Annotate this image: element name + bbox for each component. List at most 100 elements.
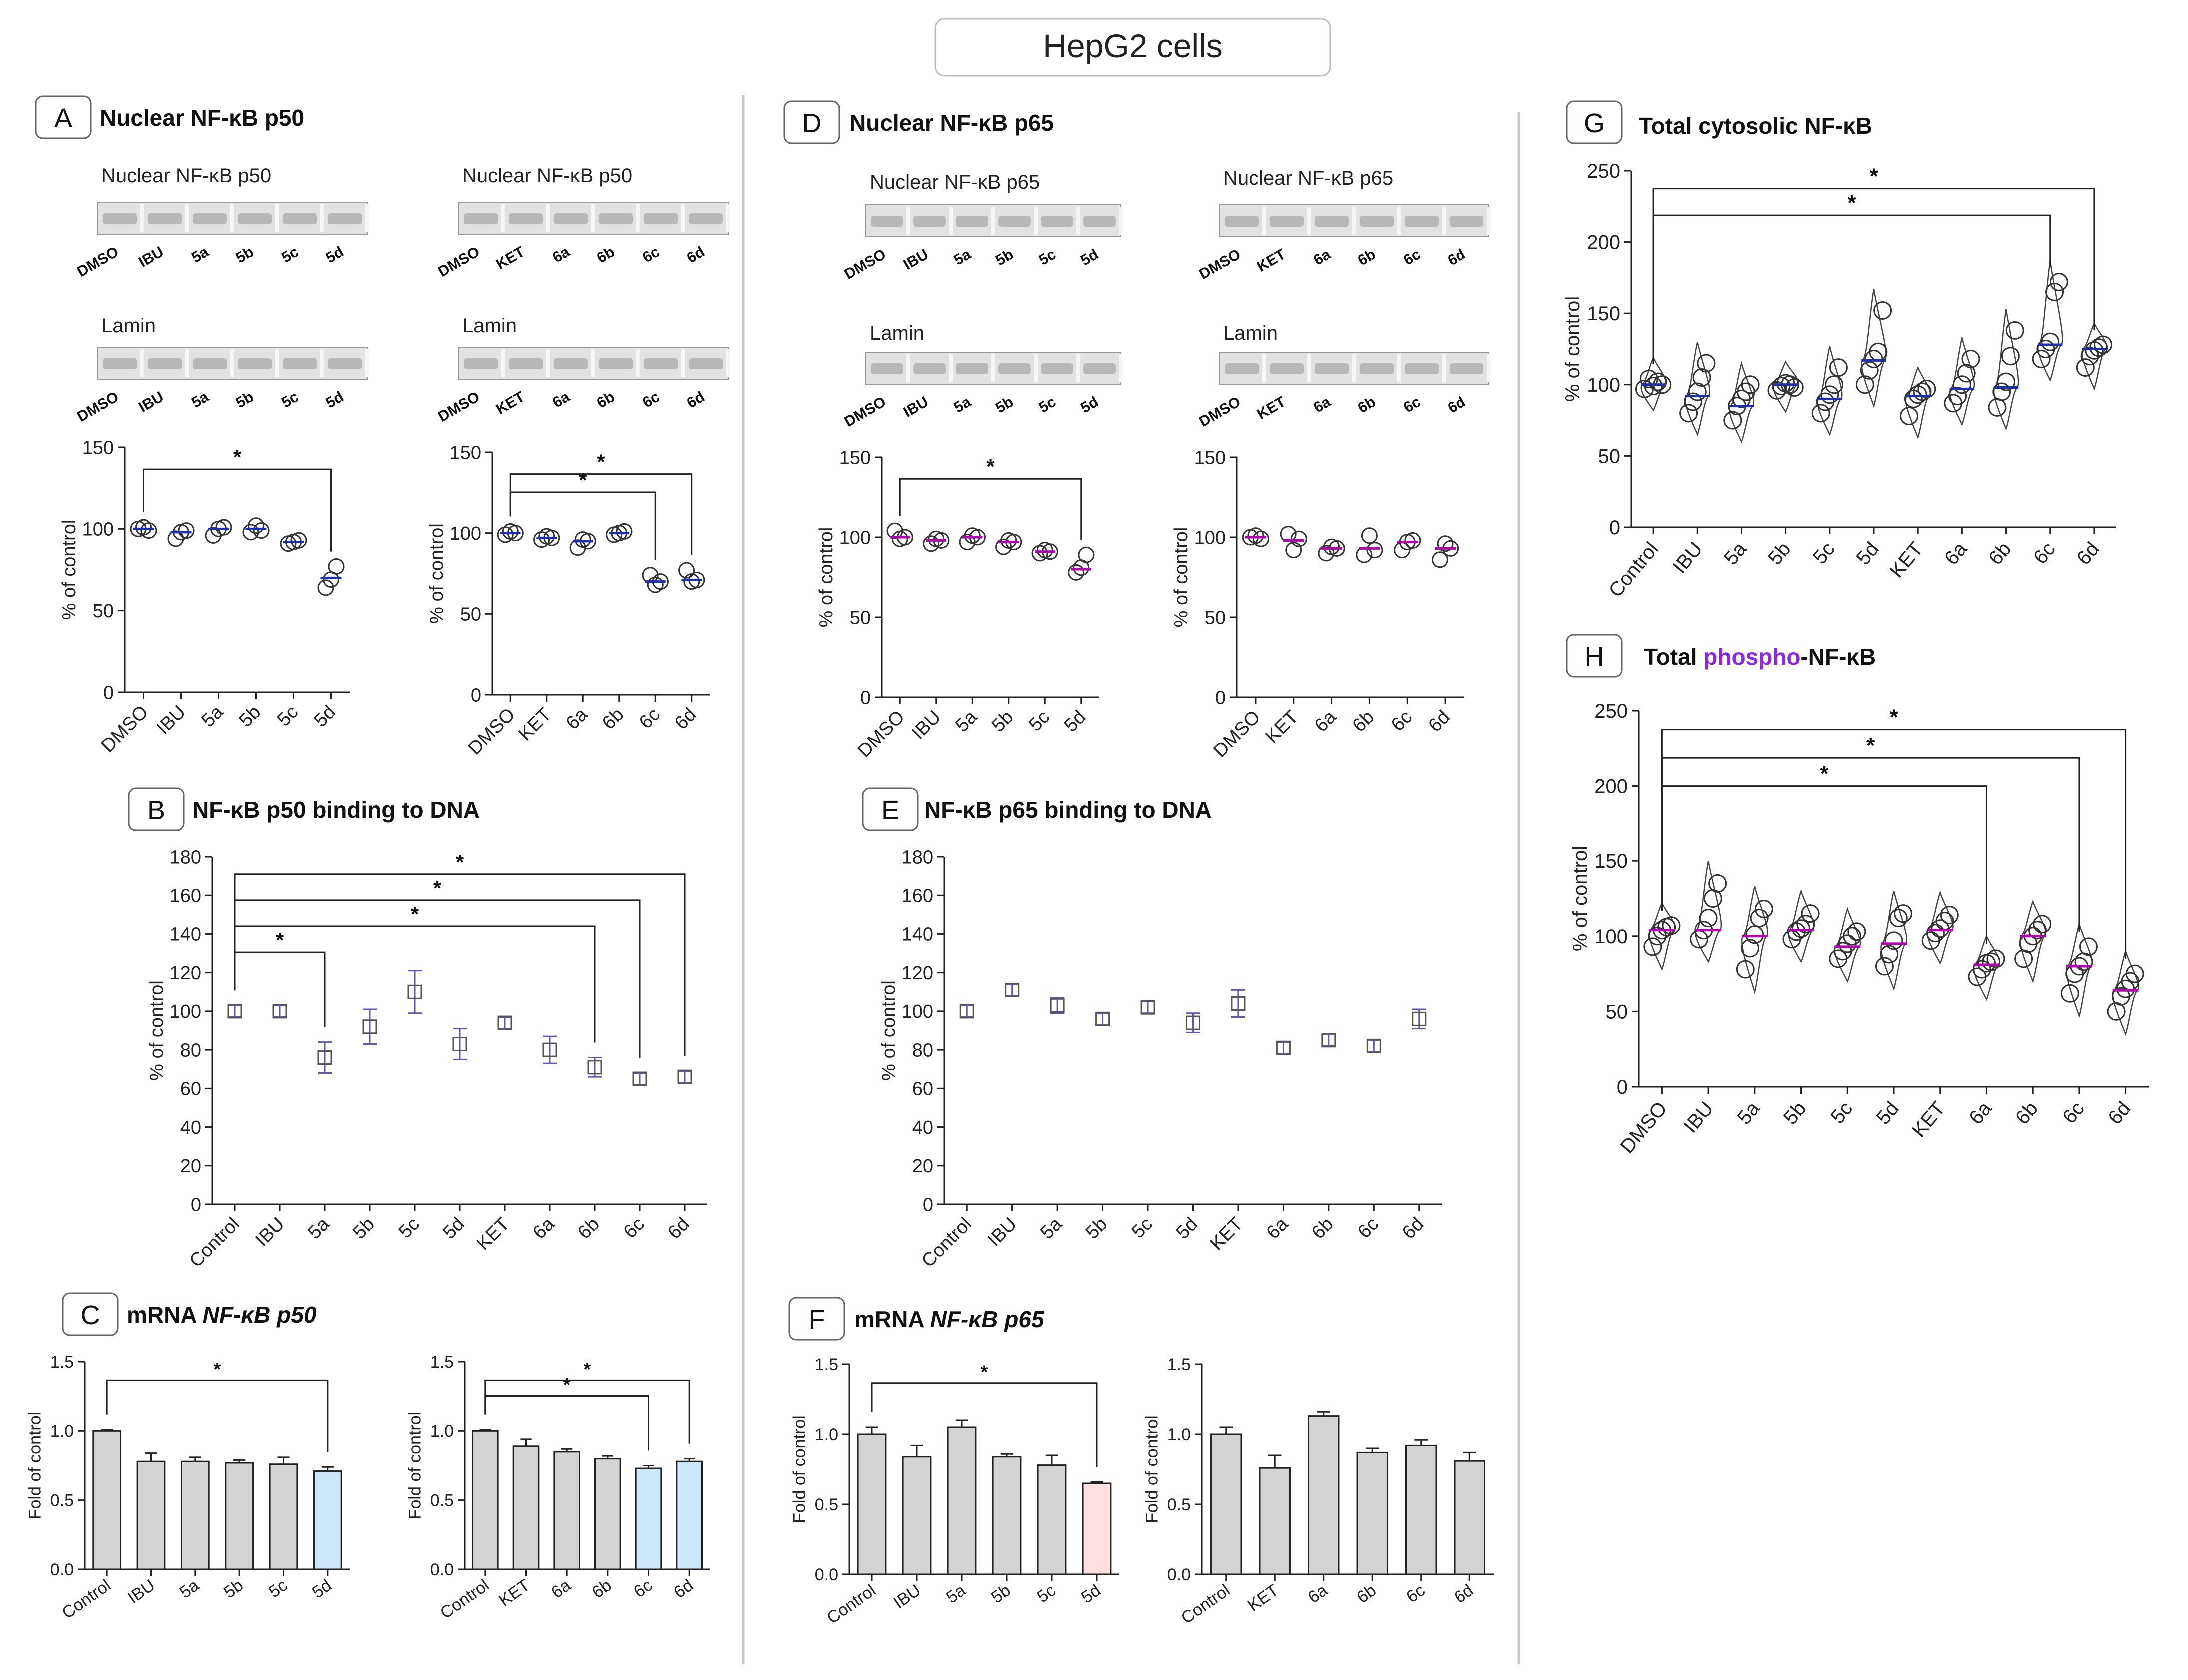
x-tick-label: 6a (529, 1213, 559, 1243)
y-tick-label: 50 (460, 604, 481, 625)
y-tick-label: 180 (170, 847, 201, 868)
data-point (2001, 347, 2020, 366)
x-tick-label: 6c (1354, 1213, 1383, 1242)
blot-lane-label: 6c (640, 243, 662, 266)
data-point (2049, 272, 2068, 291)
data-point (1785, 378, 1804, 397)
data-point (1917, 379, 1936, 398)
x-tick-label: DMSO (854, 706, 909, 761)
significance-star: * (433, 876, 442, 900)
mean-marker (1231, 996, 1246, 1011)
data-point (178, 522, 195, 539)
blot-band (192, 358, 227, 369)
x-tick-label: 6d (1451, 1581, 1477, 1607)
significance-star: * (1847, 191, 1856, 215)
bar (180, 1460, 210, 1570)
data-point (2060, 984, 2079, 1003)
chart-C1: 0.0 0.5 1.0 1.5 Fold of control Control IBU 5a 5… (26, 1353, 350, 1623)
y-axis-label: % of control (59, 520, 80, 620)
blot-lane-label: DMSO (842, 246, 889, 283)
x-tick-label: 6b (589, 1576, 615, 1602)
x-tick-label: KET (1206, 1213, 1247, 1254)
y-axis-label: Fold of control (1143, 1415, 1162, 1523)
data-point (1366, 542, 1383, 559)
bar (947, 1426, 977, 1575)
y-tick-label: 0 (860, 687, 871, 708)
data-point (1772, 377, 1791, 396)
significance-star: * (1889, 705, 1898, 730)
data-point (647, 576, 664, 593)
mean-marker (1366, 1038, 1381, 1053)
data-point (1873, 301, 1892, 320)
bar (992, 1456, 1022, 1575)
data-point (2005, 321, 2024, 340)
mean-marker (542, 1042, 557, 1057)
significance-bracket (509, 473, 693, 556)
data-point (1997, 372, 2016, 391)
data-point (2041, 332, 2060, 351)
y-tick-label: 0 (471, 685, 481, 706)
panel-b-title: NF-κB p50 binding to DNA (192, 797, 480, 823)
y-tick-label: 250 (1594, 700, 1628, 722)
blot-title: Nuclear NF-κB p65 (1223, 167, 1393, 189)
panel-b-header: B NF-κB p50 binding to DNA (128, 787, 480, 831)
data-point (1643, 937, 1662, 956)
y-tick-label: 100 (82, 519, 114, 540)
x-tick-label: 6d (2072, 538, 2103, 569)
x-tick-label: 5c (395, 1213, 424, 1242)
blot-lane-label: 6c (1401, 246, 1423, 268)
blot-band (1449, 216, 1484, 227)
panel-h-title: Total phospho-NF-κB (1644, 644, 1876, 670)
x-tick-label: KET (495, 1576, 533, 1610)
blot-lane-label: DMSO (1196, 393, 1243, 430)
mean-marker (1276, 1040, 1291, 1055)
y-tick-label: 0.5 (1167, 1495, 1191, 1514)
blot-lane-label: 6c (1401, 393, 1423, 416)
x-tick-label: 6a (1965, 1097, 1996, 1129)
significance-star: * (579, 468, 587, 492)
significance-star: * (981, 1361, 988, 1382)
data-point (2089, 338, 2108, 357)
x-tick-label: KET (1244, 1581, 1282, 1615)
y-axis-label: % of control (1562, 296, 1584, 402)
x-tick-label: Control (185, 1213, 243, 1271)
data-point (1662, 916, 1681, 935)
x-tick-label: 6b (574, 1213, 604, 1243)
x-tick-label: IBU (908, 706, 945, 744)
data-point (1855, 375, 1874, 394)
chart-E: 0 20 40 60 80 100 120 140 160 180 % of control Cont… (878, 847, 1442, 1272)
chart-F1: 0.0 0.5 1.0 1.5 Fold of control Control IBU 5a 5… (790, 1355, 1119, 1628)
mean-marker (1140, 1000, 1155, 1015)
blot-band (688, 358, 723, 369)
y-tick-label: 160 (170, 886, 201, 907)
blot-band (598, 358, 633, 369)
blot-band (327, 358, 362, 369)
violin-outline (1741, 886, 1768, 994)
significance-bracket (1661, 729, 2127, 959)
blot-3: Lamin DMSO IBU 5a 5b 5c 5d (74, 315, 369, 425)
chart-A1: 0 50 100 150 % of control DMSO IBU 5a 5b 5c 5d * (59, 437, 350, 757)
blot-lane-label: 6a (1311, 393, 1334, 416)
y-tick-label: 0.0 (815, 1565, 838, 1584)
panel-h-title-c: -NF-κB (1800, 644, 1876, 670)
data-point (1811, 404, 1830, 423)
x-tick-label: IBU (251, 1213, 289, 1251)
data-point (616, 523, 633, 540)
panel-c-title: mRNA NF-κB p50 (127, 1302, 317, 1328)
panel-c-title-gene: NF-κB p50 (203, 1302, 317, 1328)
significance-bracket (106, 1379, 329, 1452)
data-point (1741, 375, 1760, 394)
bar (1082, 1482, 1112, 1575)
blot-5: Nuclear NF-κB p65 DMSO IBU 5a 5b 5c 5d (842, 171, 1123, 283)
y-axis-label: % of control (878, 980, 899, 1081)
panel-f-title-prefix: mRNA (854, 1306, 930, 1332)
blot-lane-label: KET (493, 243, 527, 273)
data-point (923, 535, 940, 552)
data-point (533, 531, 550, 548)
x-tick-label: 6a (1940, 538, 1972, 569)
bar (676, 1460, 703, 1570)
data-point (242, 524, 259, 541)
y-tick-label: 0 (191, 1194, 201, 1215)
data-point (1908, 385, 1927, 404)
x-tick-label: 6d (664, 1213, 694, 1243)
